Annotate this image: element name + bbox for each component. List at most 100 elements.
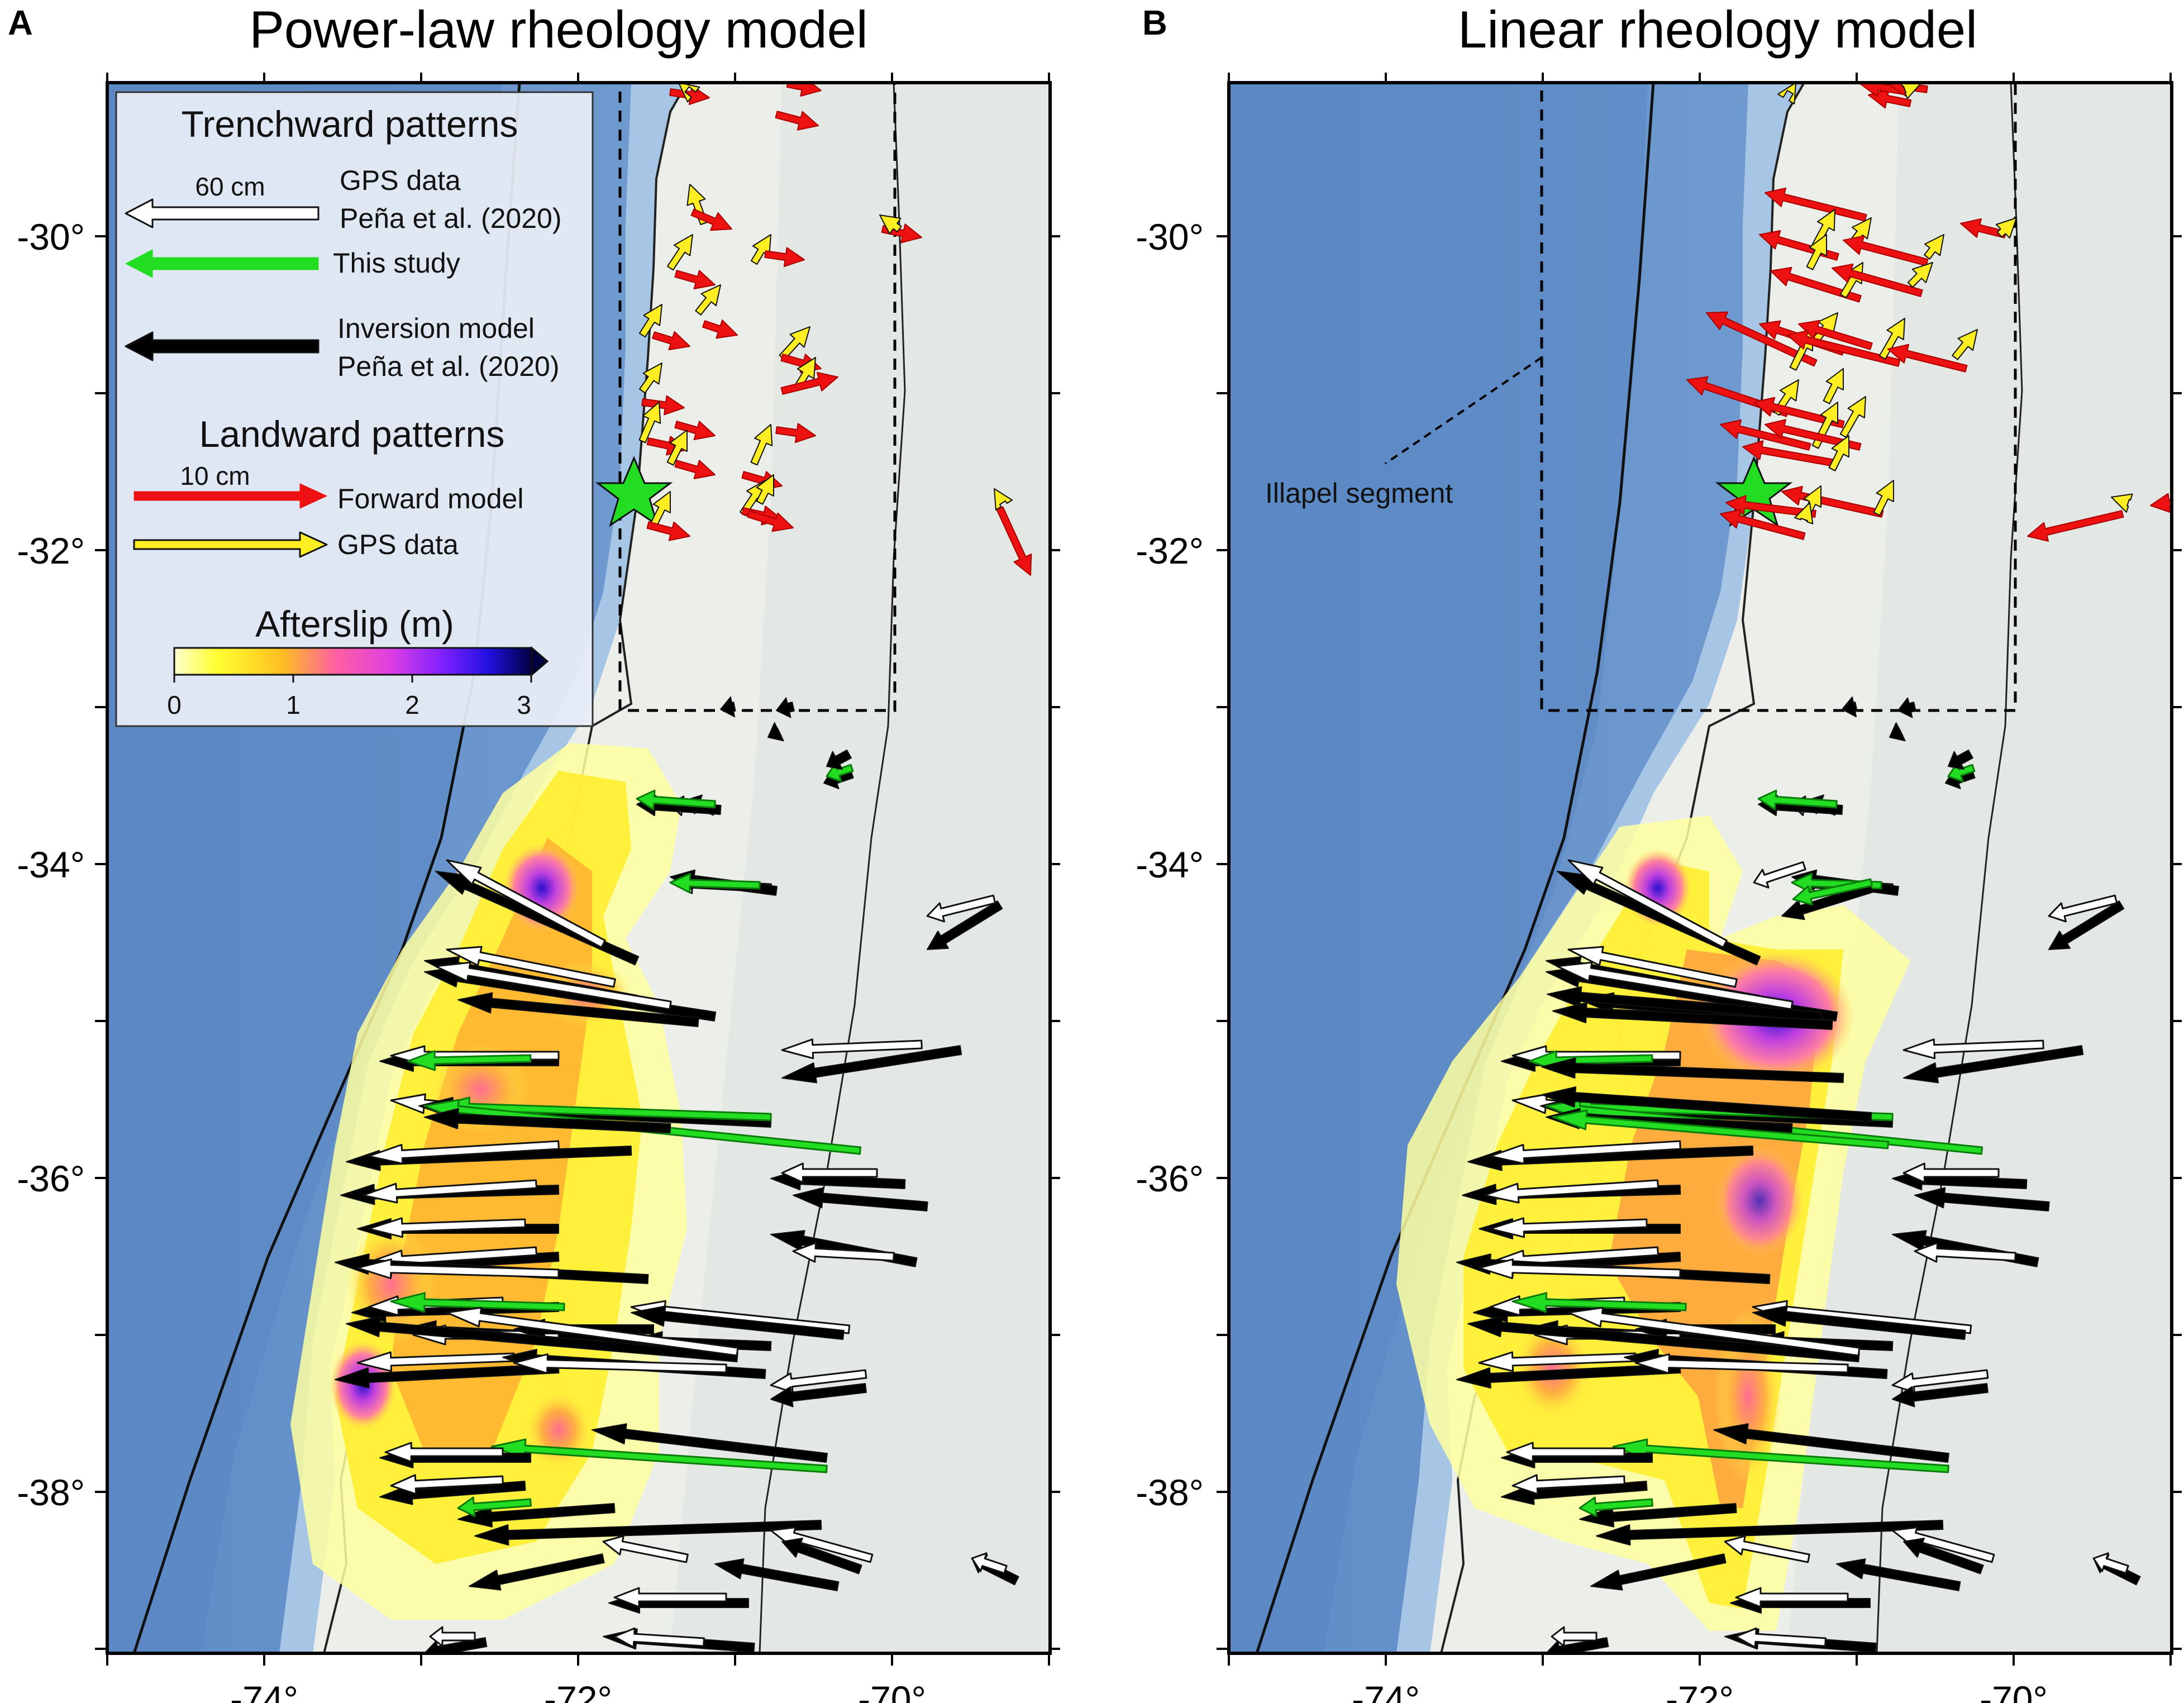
- a-gps-trenchward-arrow-63: [770, 1369, 867, 1393]
- b-gps-trenchward-arrow-85: [1724, 1535, 1810, 1563]
- b-gps-trenchward-arrow-16: [1567, 946, 1738, 988]
- gps-landward-arrow-a-22: [795, 357, 816, 388]
- gps-landward-arrow-b-8: [1806, 234, 1827, 270]
- legend-colorbar-end-icon: [531, 646, 549, 677]
- a-this-study-arrow-54: [490, 1438, 828, 1473]
- a-gps-trenchward-arrow-16: [446, 946, 616, 988]
- forward-arrow-a-27: [674, 460, 716, 479]
- b-inversion-arrow-51: [1467, 1316, 1860, 1362]
- legend-white-arrow: [125, 198, 320, 228]
- a-gps-trenchward-arrow-14: [446, 859, 606, 948]
- legend-yellow-arrow: [133, 531, 328, 558]
- b-gps-trenchward-arrow-63: [1891, 1369, 1989, 1393]
- panel-b-afterslip-hot-1: [1715, 1145, 1804, 1257]
- a-inversion-arrow-66: [781, 1538, 862, 1575]
- gps-landward-arrow-b-4: [1900, 83, 1922, 99]
- gps-landward-arrow-b-13: [1995, 217, 2017, 239]
- a-gps-trenchward-arrow-33: [368, 1217, 526, 1238]
- a-inversion-arrow-27: [424, 1108, 671, 1133]
- b-inversion-arrow-75: [2048, 900, 2125, 950]
- b-this-study-arrow-40: [1511, 1292, 1687, 1313]
- gps-landward-arrow-a-18: [639, 362, 662, 394]
- a-inversion-arrow-19: [457, 992, 699, 1027]
- b-gps-trenchward-arrow-91: [1753, 861, 1806, 889]
- gps-landward-arrow-b-17: [1907, 262, 1933, 288]
- b-gps-trenchward-arrow-14: [1567, 859, 1728, 948]
- a-gps-trenchward-arrow-58: [390, 1474, 504, 1495]
- gps-landward-arrow-a-10: [667, 234, 693, 271]
- panel-a-map: [107, 83, 1050, 1653]
- panel-a-lat-label: -38°: [17, 1472, 85, 1513]
- forward-arrow-a-36: [996, 506, 1032, 576]
- panel-b-lon-label: -74°: [1352, 1678, 1420, 1703]
- forward-arrow-a-15: [652, 331, 690, 351]
- gps-landward-arrow-a-26: [666, 430, 688, 466]
- gps-landward-arrow-a-12: [695, 284, 721, 316]
- legend-gps-data-line2: Peña et al. (2020): [340, 203, 562, 234]
- a-inversion-arrow-50: [631, 1305, 845, 1340]
- forward-arrow-b-16: [1832, 263, 1923, 297]
- a-this-study-arrow-9: [636, 789, 716, 810]
- legend-yellow-arrow-icon: [133, 531, 328, 558]
- b-inversion-arrow-83: [1546, 1637, 1609, 1653]
- colorbar-tick-3: 3: [517, 690, 531, 719]
- b-gps-trenchward-arrow-18: [1556, 961, 1794, 1010]
- a-inversion-arrow-53: [592, 1423, 828, 1463]
- forward-arrow-b-37: [1781, 485, 1884, 518]
- a-inversion-arrow-6: [767, 722, 784, 742]
- gps-landward-arrow-b-30: [1823, 368, 1844, 404]
- b-gps-trenchward-arrow-78: [1902, 1038, 2044, 1060]
- legend-inversion-line1: Inversion model: [337, 313, 535, 344]
- a-gps-trenchward-arrow-52: [446, 1306, 739, 1357]
- b-inversion-arrow-66: [1903, 1538, 1984, 1575]
- b-gps-trenchward-arrow-71: [1735, 1627, 1827, 1648]
- a-this-study-arrow-22: [407, 1050, 532, 1071]
- b-inversion-arrow-67: [1836, 1558, 1961, 1591]
- b-gps-trenchward-arrow-84: [1551, 1626, 1598, 1647]
- legend-gps-data-line1: GPS data: [340, 165, 461, 196]
- legend-red-arrow: [133, 483, 327, 509]
- b-inversion-arrow-6: [1889, 722, 1906, 742]
- panel-a-andes: [670, 83, 1050, 1653]
- panel-b-andes: [1787, 83, 2172, 1653]
- legend-trenchward-title: Trenchward patterns: [182, 103, 518, 145]
- panel-b-ticks: -74° -72° -70° -30° -32° -34° -36° -38°: [1136, 73, 2182, 1703]
- forward-arrow-b-35: [1742, 440, 1839, 468]
- forward-arrow-a-7: [764, 247, 805, 267]
- panel-b-illapel-label: Illapel segment: [1265, 478, 1453, 509]
- panel-a: A Power-law rheology model: [8, 0, 1060, 1703]
- panel-b-illapel-box: [1540, 83, 2017, 712]
- gps-landward-arrow-b-36: [1828, 435, 1849, 471]
- a-inversion-arrow-59: [457, 1503, 616, 1528]
- legend-forward-model: Forward model: [337, 483, 523, 514]
- forward-arrow-a-19: [641, 395, 685, 416]
- a-gps-trenchward-arrow-80: [792, 1242, 895, 1263]
- b-gps-trenchward-arrow-73: [1902, 1162, 2000, 1184]
- forward-arrow-a-20: [674, 421, 716, 440]
- b-inversion-arrow-74: [1914, 1187, 2050, 1211]
- forward-arrow-a-13: [702, 319, 738, 339]
- a-gps-trenchward-arrow-82: [971, 1552, 1008, 1575]
- legend-inversion-line2: Peña et al. (2020): [337, 351, 560, 382]
- legend-green-arrow-icon: [125, 249, 319, 278]
- legend-afterslip-title: Afterslip (m): [255, 603, 454, 645]
- a-inversion-arrow-61: [469, 1553, 605, 1591]
- forward-arrow-a-5: [690, 208, 732, 231]
- panel-b-arrows: [1456, 83, 2172, 1653]
- a-inversion-arrow-64: [770, 1383, 867, 1408]
- b-inversion-arrow-90: [1541, 1086, 1872, 1122]
- a-this-study-arrow-12: [669, 872, 761, 894]
- panel-a-ticks: -30° -32° -34° -36° -38° -74° -72° -70°: [17, 73, 1060, 1703]
- legend-colorbar: [173, 647, 533, 676]
- panel-a-arrows: [335, 83, 1032, 1653]
- panel-a-lat-label: -32°: [17, 530, 85, 571]
- a-gps-trenchward-arrow-76: [926, 894, 996, 923]
- b-gps-trenchward-arrow-37: [1478, 1258, 1681, 1280]
- a-inversion-arrow-43: [335, 1363, 560, 1389]
- forward-arrow-b-43: [2027, 510, 2124, 542]
- panel-a-illapel-box: [618, 83, 897, 712]
- b-inversion-arrow-50: [1752, 1305, 1966, 1340]
- b-gps-trenchward-arrow-69: [1735, 1587, 1849, 1608]
- a-gps-trenchward-arrow-56: [384, 1442, 504, 1463]
- b-this-study-arrow-60: [1579, 1496, 1653, 1518]
